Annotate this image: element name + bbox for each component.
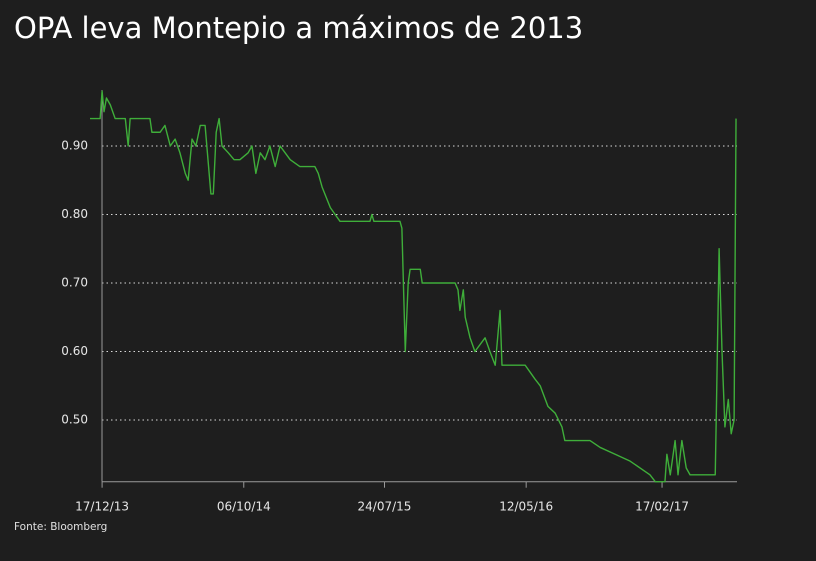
y-tick-label: 0.60 xyxy=(61,344,88,358)
y-tick-label: 0.90 xyxy=(61,138,88,152)
price-line xyxy=(90,90,737,483)
y-tick-label: 0.50 xyxy=(61,413,88,427)
y-tick-label: 0.80 xyxy=(61,207,88,221)
x-tick-label: 17/02/17 xyxy=(635,500,689,514)
x-tick-label: 24/07/15 xyxy=(358,500,412,514)
chart-title: OPA leva Montepio a máximos de 2013 xyxy=(14,11,583,45)
x-tick-label: 12/05/16 xyxy=(499,500,553,514)
x-tick-label: 17/12/13 xyxy=(75,500,129,514)
source-note: Fonte: Bloomberg xyxy=(14,521,107,533)
x-tick-label: 06/10/14 xyxy=(217,500,271,514)
y-tick-label: 0.70 xyxy=(61,276,88,290)
